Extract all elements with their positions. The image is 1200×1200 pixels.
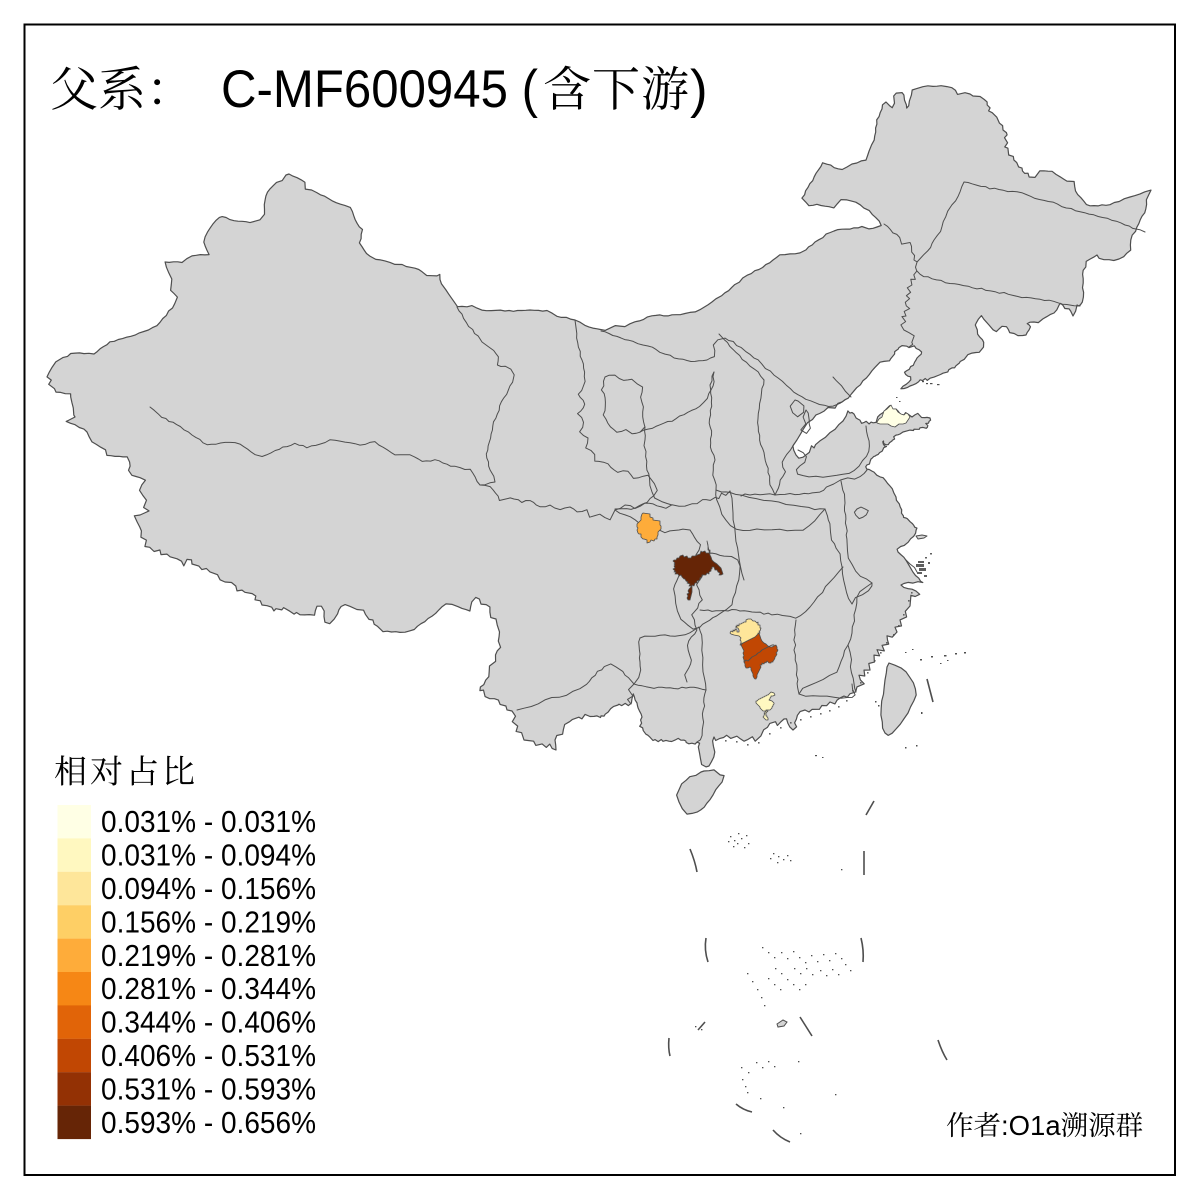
svg-text:): ) <box>690 60 708 119</box>
svg-text:0.156% - 0.219%: 0.156% - 0.219% <box>101 904 316 939</box>
svg-text::O1a: :O1a <box>1001 1110 1061 1141</box>
svg-text:0.031% - 0.031%: 0.031% - 0.031% <box>101 804 316 839</box>
svg-text:0.406% - 0.531%: 0.406% - 0.531% <box>101 1038 316 1073</box>
svg-text:0.344% - 0.406%: 0.344% - 0.406% <box>101 1005 316 1040</box>
svg-text:0.031% - 0.094%: 0.031% - 0.094% <box>101 838 316 873</box>
svg-text:0.094% - 0.156%: 0.094% - 0.156% <box>101 871 316 906</box>
svg-text:0.281% - 0.344%: 0.281% - 0.344% <box>101 971 316 1006</box>
svg-text:0.593% - 0.656%: 0.593% - 0.656% <box>101 1105 316 1140</box>
svg-text:0.219% - 0.281%: 0.219% - 0.281% <box>101 938 316 973</box>
svg-text:0.531% - 0.593%: 0.531% - 0.593% <box>101 1071 316 1106</box>
svg-text:C-MF600945 (: C-MF600945 ( <box>221 60 538 119</box>
